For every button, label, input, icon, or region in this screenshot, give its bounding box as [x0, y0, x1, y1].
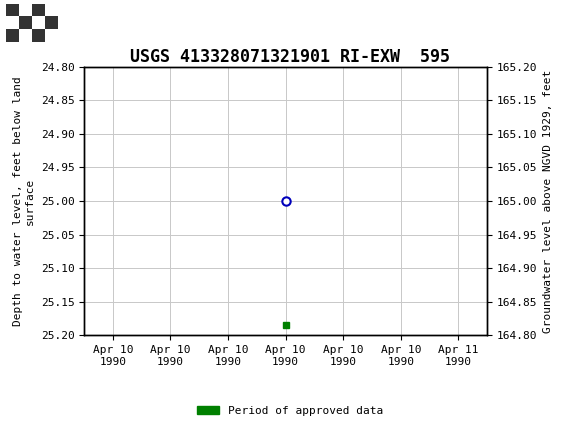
FancyBboxPatch shape	[6, 3, 58, 42]
Bar	[32, 3, 45, 16]
Text: USGS 413328071321901 RI-EXW  595: USGS 413328071321901 RI-EXW 595	[130, 48, 450, 66]
Y-axis label: Depth to water level, feet below land
surface: Depth to water level, feet below land su…	[13, 76, 35, 326]
Bar	[6, 29, 19, 42]
Legend: Period of approved data: Period of approved data	[193, 401, 387, 420]
Bar	[19, 16, 32, 29]
Text: USGS: USGS	[67, 14, 122, 31]
Bar	[6, 3, 19, 16]
Bar	[32, 29, 45, 42]
Y-axis label: Groundwater level above NGVD 1929, feet: Groundwater level above NGVD 1929, feet	[543, 69, 553, 333]
Bar	[45, 16, 58, 29]
